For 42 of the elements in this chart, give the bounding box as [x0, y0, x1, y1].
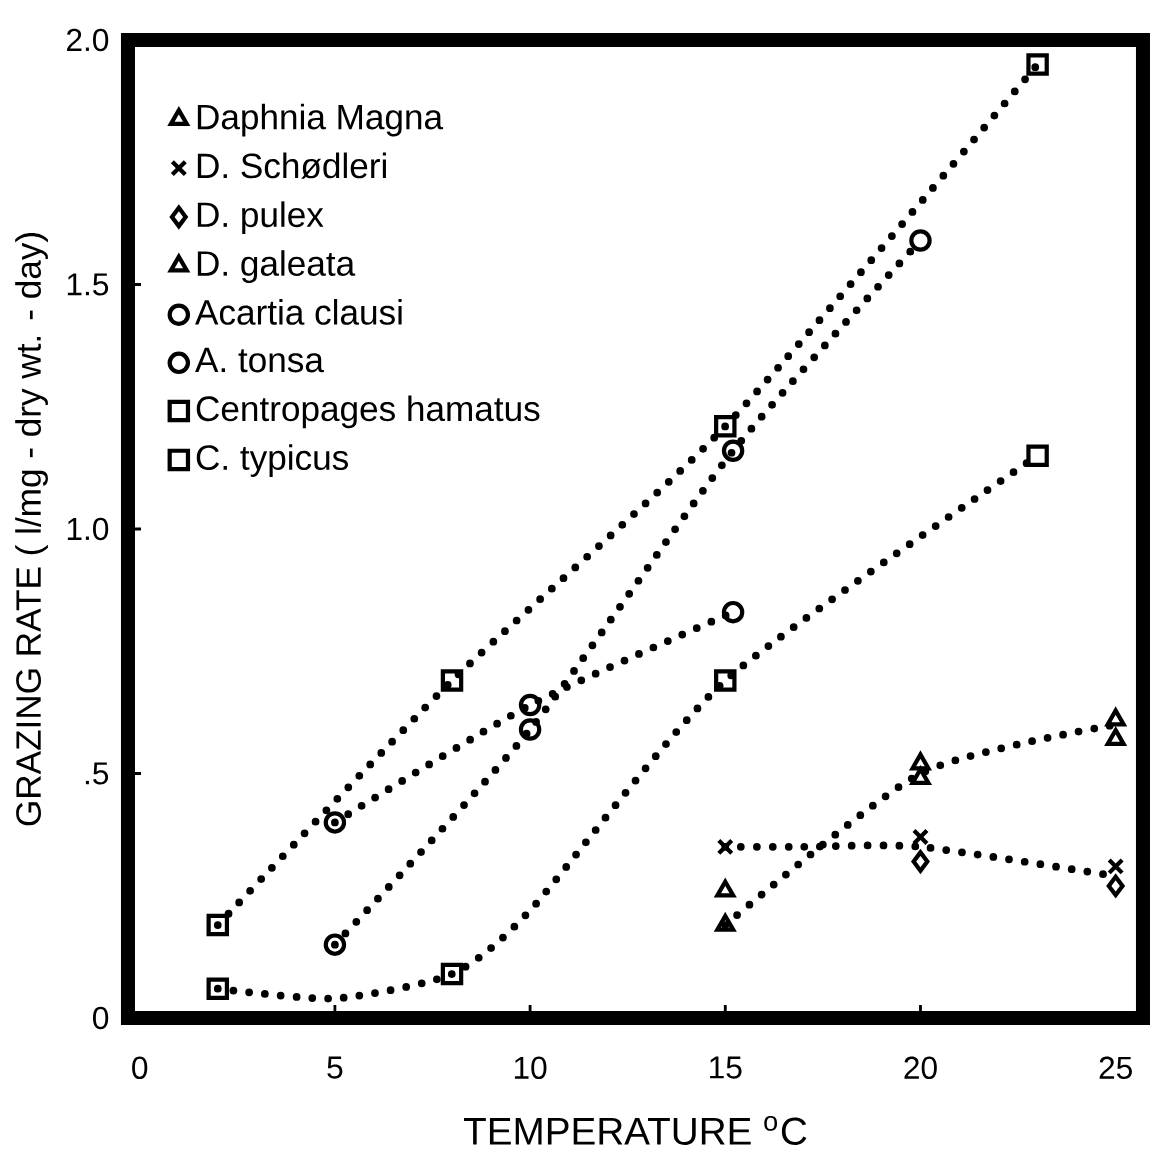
point — [206, 977, 230, 1000]
legend-label: A. tonsa — [195, 347, 324, 373]
point — [909, 229, 932, 252]
point — [911, 828, 930, 846]
point — [1106, 874, 1125, 898]
point — [911, 850, 930, 873]
point — [440, 669, 464, 692]
x-tick-label: 0 — [132, 1056, 148, 1079]
legend-label: D. Schødleri — [197, 152, 386, 179]
x-tick-label: 5 — [327, 1056, 343, 1079]
legend-label: Acartia clausi — [195, 299, 402, 325]
legend-label: C. typicus — [196, 444, 348, 477]
y-axis-title: GRAZING RATE ( l/mg - dry wt. - day) — [15, 233, 48, 826]
legend-label: Centropages hamatus — [196, 395, 540, 429]
point — [518, 693, 542, 717]
point — [323, 811, 347, 834]
point — [721, 439, 745, 463]
x-tick-label: 25 — [1099, 1056, 1132, 1079]
point — [721, 600, 745, 624]
y-tick-label: 1.5 — [67, 273, 109, 296]
x-tick-label: 10 — [514, 1056, 547, 1079]
legend-label: D. galeata — [197, 250, 356, 283]
x-axis-title: TEMPERATURE $^{o}$C — [464, 1116, 807, 1145]
point — [518, 718, 542, 741]
point — [1107, 857, 1125, 875]
x-tick-label: 15 — [710, 1056, 742, 1079]
point — [714, 669, 737, 692]
y-tick-label: 1.0 — [67, 517, 109, 541]
point — [714, 415, 737, 438]
legend-label: Daphnia Magna — [197, 103, 444, 137]
point — [1026, 53, 1049, 76]
point — [1026, 444, 1049, 467]
point — [716, 838, 734, 856]
y-tick-label: 2.0 — [67, 28, 109, 52]
point — [440, 962, 464, 986]
y-tick-label: 0 — [93, 1006, 109, 1030]
x-tick-label: 20 — [904, 1056, 937, 1079]
point — [910, 767, 931, 786]
point — [323, 933, 347, 956]
legend-label: D. pulex — [197, 201, 324, 235]
point — [206, 913, 230, 937]
y-tick-label: .5 — [85, 762, 109, 785]
